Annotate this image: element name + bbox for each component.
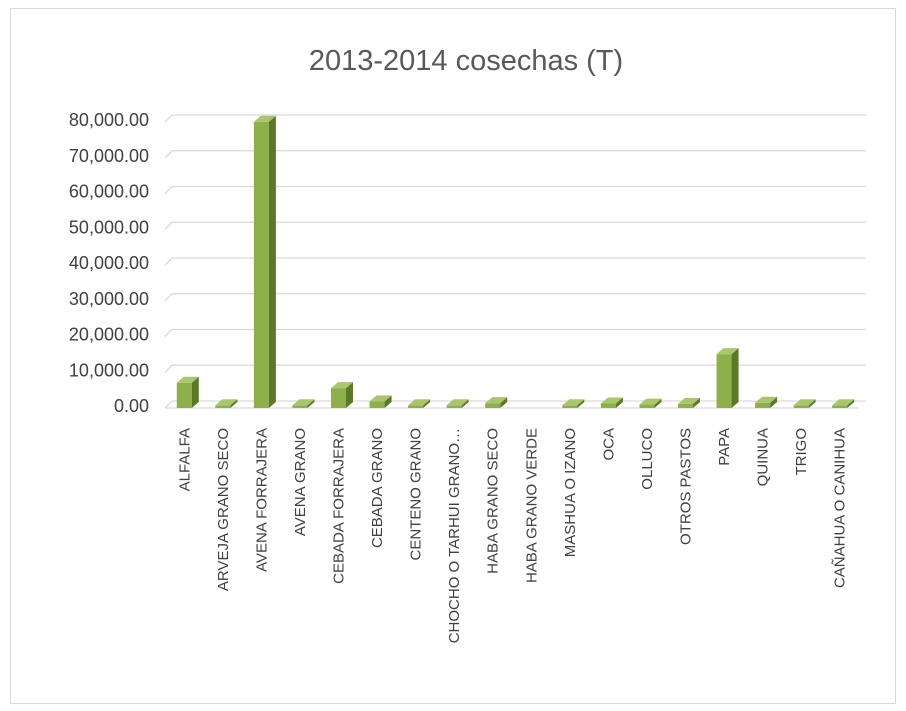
x-tick-label: CEBADA GRANO xyxy=(369,428,386,548)
gridline xyxy=(164,293,866,302)
chart-title: 2013-2014 cosechas (T) xyxy=(309,45,623,77)
x-tick-label: AVENA GRANO xyxy=(292,428,309,536)
bar xyxy=(331,382,353,408)
gridline xyxy=(164,150,866,159)
bar xyxy=(600,397,623,408)
x-tick-label: QUINUA xyxy=(755,428,772,486)
gridline xyxy=(164,114,866,123)
gridline xyxy=(164,257,866,266)
gridline xyxy=(164,221,866,230)
y-tick-label: 10,000.00 xyxy=(69,360,149,380)
bar xyxy=(755,396,778,408)
bar xyxy=(678,397,700,408)
x-tick-label: MASHUA O IZANO xyxy=(562,428,579,557)
x-tick-label: ARVEJA GRANO SECO xyxy=(215,428,232,591)
gridline xyxy=(164,400,866,409)
bar xyxy=(408,399,431,408)
x-tick-label: HABA GRANO VERDE xyxy=(523,428,540,583)
y-tick-label: 70,000.00 xyxy=(69,146,149,166)
bar xyxy=(215,399,238,408)
gridline xyxy=(164,364,866,373)
bar xyxy=(793,399,816,408)
bar xyxy=(176,376,199,408)
x-axis-ticks: ALFALFA ARVEJA GRANO SECO AVENA FORRAJERA A… xyxy=(176,428,848,643)
gridlines xyxy=(164,114,866,409)
x-tick-label: OTROS PASTOS xyxy=(678,428,695,545)
x-tick-label: CEBADA FORRAJERA xyxy=(331,428,348,584)
gridline xyxy=(164,185,866,194)
x-tick-label: TRIGO xyxy=(793,428,810,476)
y-tick-label: 30,000.00 xyxy=(69,289,149,309)
bar xyxy=(253,115,276,408)
bar xyxy=(639,398,662,408)
chart-area xyxy=(10,8,896,704)
bar xyxy=(716,348,739,408)
bar xyxy=(292,399,315,408)
bar xyxy=(485,397,508,408)
x-tick-label: ALFALFA xyxy=(176,428,193,491)
y-tick-label: 20,000.00 xyxy=(69,325,149,345)
y-tick-label: 40,000.00 xyxy=(69,253,149,273)
y-tick-label: 50,000.00 xyxy=(69,217,149,237)
x-tick-label: OLLUCO xyxy=(639,428,656,490)
x-tick-label: PAPA xyxy=(716,428,733,466)
bar xyxy=(369,395,392,408)
gridline xyxy=(164,328,866,337)
bar xyxy=(562,399,585,408)
y-tick-label: 80,000.00 xyxy=(69,110,149,130)
bar xyxy=(832,399,855,408)
bars xyxy=(176,115,855,408)
x-tick-label: AVENA FORRAJERA xyxy=(253,428,270,572)
bar xyxy=(446,399,469,408)
x-tick-label: CAÑAHUA O CANIHUA xyxy=(832,428,849,588)
x-tick-label: CENTENO GRANO xyxy=(408,428,425,561)
x-tick-label: CHOCHO O TARHUI GRANO… xyxy=(446,428,463,643)
y-tick-label: 60,000.00 xyxy=(69,182,149,202)
y-axis-ticks: 0.00 10,000.00 20,000.00 30,000.00 40,000.00… xyxy=(69,110,149,416)
x-tick-label: OCA xyxy=(600,428,617,461)
y-tick-label: 0.00 xyxy=(114,396,149,416)
x-tick-label: HABA GRANO SECO xyxy=(485,428,502,574)
